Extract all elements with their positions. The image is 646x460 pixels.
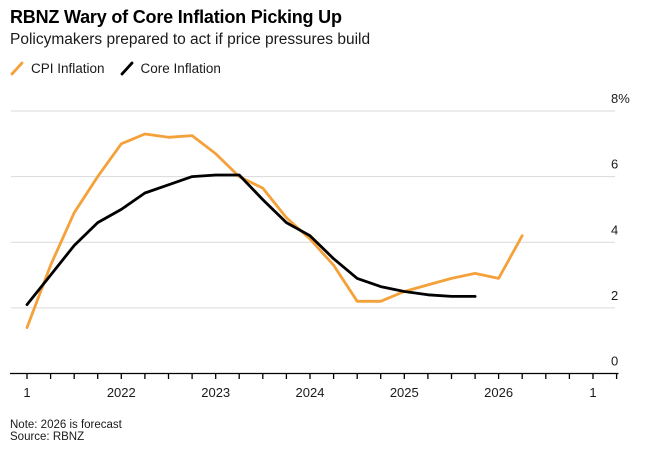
chart-source: Source: RBNZ [10, 431, 85, 443]
legend-item-cpi-inflation: CPI Inflation [10, 61, 105, 76]
y-tick-label-6: 6 [611, 157, 618, 172]
x-tick-label-1: 1 [589, 385, 596, 400]
chart-note: Note: 2026 is forecast [10, 419, 122, 431]
x-tick-label-2022: 2022 [107, 385, 136, 400]
legend-label-cpi-inflation: CPI Inflation [31, 61, 105, 76]
x-tick-label-2024: 2024 [296, 385, 325, 400]
y-tick-label-2: 2 [611, 288, 618, 303]
chart-subtitle: Policymakers prepared to act if price pr… [10, 31, 371, 48]
core-line-swatch-icon [120, 61, 133, 76]
chart-title: RBNZ Wary of Core Inflation Picking Up [10, 7, 342, 27]
chart-legend: CPI Inflation Core Inflation [10, 61, 221, 76]
cpi-line-swatch-icon [10, 61, 24, 76]
x-tick-label-2025: 2025 [390, 385, 419, 400]
series-line-cpi [25, 132, 524, 330]
y-tick-label-4: 4 [611, 222, 618, 237]
x-tick-label-2023: 2023 [201, 385, 230, 400]
x-tick-label-1: 1 [23, 385, 30, 400]
legend-item-core-inflation: Core Inflation [120, 61, 221, 76]
y-tick-label-0: 0 [611, 354, 618, 369]
y-tick-label-8: 8% [611, 91, 630, 106]
series-line-core [25, 173, 477, 307]
legend-label-core-inflation: Core Inflation [140, 61, 221, 76]
x-tick-label-2026: 2026 [484, 385, 513, 400]
